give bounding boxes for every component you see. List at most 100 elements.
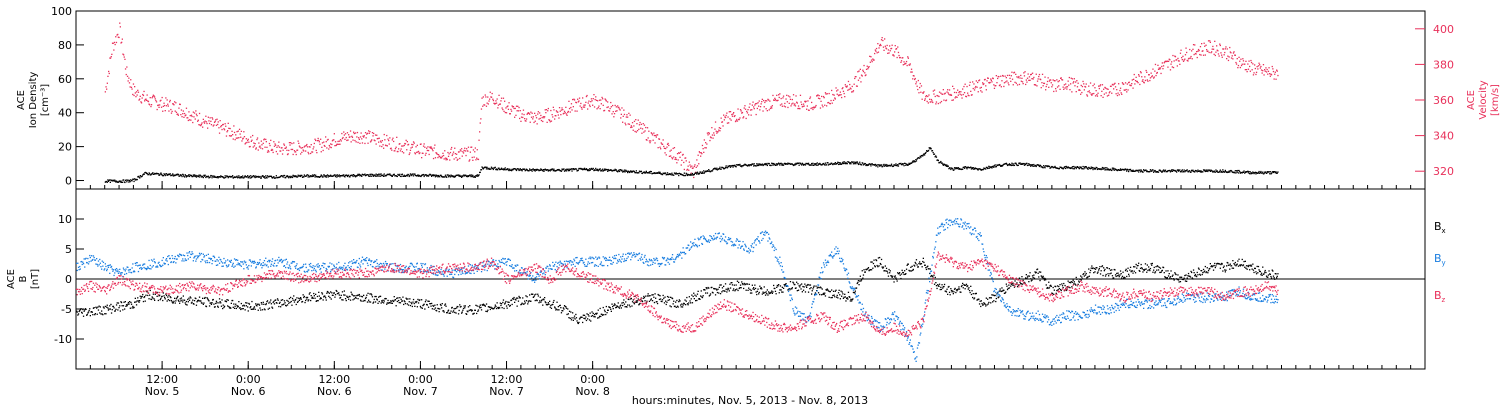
data-point — [543, 171, 544, 172]
data-point — [1134, 83, 1135, 84]
data-point — [1011, 72, 1012, 73]
data-point — [737, 120, 738, 121]
data-point — [1061, 77, 1062, 78]
data-point — [520, 168, 521, 169]
data-point — [428, 307, 429, 308]
data-point — [565, 112, 566, 113]
data-point — [232, 134, 233, 135]
data-point — [888, 52, 889, 53]
data-point — [391, 303, 392, 304]
data-point — [145, 99, 146, 100]
data-point — [379, 301, 380, 302]
data-point — [627, 172, 628, 173]
data-point — [552, 304, 553, 305]
data-point — [1266, 71, 1267, 72]
data-point — [321, 292, 322, 293]
data-point — [130, 86, 131, 87]
data-point — [1068, 85, 1069, 86]
data-point — [966, 96, 967, 97]
data-point — [424, 143, 425, 144]
data-point — [458, 174, 459, 175]
data-point — [505, 107, 506, 108]
data-point — [601, 103, 602, 104]
data-point — [947, 89, 948, 90]
data-point — [556, 309, 557, 310]
data-point — [232, 300, 233, 301]
data-point — [763, 100, 764, 101]
data-point — [281, 300, 282, 301]
data-point — [470, 176, 471, 177]
data-point — [600, 99, 601, 100]
data-point — [207, 128, 208, 129]
data-point — [389, 143, 390, 144]
data-point — [1119, 94, 1120, 95]
data-point — [394, 174, 395, 175]
data-point — [514, 302, 515, 303]
data-point — [663, 298, 664, 299]
data-point — [821, 96, 822, 97]
data-point — [1206, 49, 1207, 50]
data-point — [653, 133, 654, 134]
data-point — [325, 175, 326, 176]
data-point — [817, 165, 818, 166]
data-point — [786, 95, 787, 96]
data-point — [481, 169, 482, 170]
data-point — [991, 81, 992, 82]
data-point — [1238, 65, 1239, 66]
data-point — [256, 139, 257, 140]
tick-label: 0 — [65, 175, 72, 188]
data-point — [441, 307, 442, 308]
data-point — [416, 152, 417, 153]
data-point — [1209, 52, 1210, 53]
data-point — [792, 99, 793, 100]
data-point — [502, 307, 503, 308]
data-point — [810, 108, 811, 109]
data-point — [1147, 81, 1148, 82]
data-point — [794, 103, 795, 104]
data-point — [184, 113, 185, 114]
data-point — [181, 109, 182, 110]
data-point — [679, 157, 680, 158]
data-point — [890, 50, 891, 51]
data-point — [337, 141, 338, 142]
data-point — [689, 164, 690, 165]
data-point — [922, 99, 923, 100]
data-point — [611, 106, 612, 107]
data-point — [113, 43, 114, 44]
data-point — [845, 163, 846, 164]
data-point — [326, 147, 327, 148]
data-point — [533, 296, 534, 297]
data-point — [1240, 67, 1241, 68]
data-point — [341, 299, 342, 300]
data-point — [412, 306, 413, 307]
data-point — [163, 103, 164, 104]
data-point — [562, 109, 563, 110]
data-point — [1109, 91, 1110, 92]
data-point — [1240, 59, 1241, 60]
data-point — [480, 172, 481, 173]
data-point — [525, 120, 526, 121]
data-point — [1262, 72, 1263, 73]
data-point — [953, 88, 954, 89]
data-point — [479, 307, 480, 308]
data-point — [284, 175, 285, 176]
data-point — [133, 307, 134, 308]
data-point — [372, 135, 373, 136]
data-point — [1195, 53, 1196, 54]
data-point — [924, 100, 925, 101]
data-point — [1000, 76, 1001, 77]
data-point — [201, 303, 202, 304]
data-point — [1163, 65, 1164, 66]
data-point — [910, 71, 911, 72]
data-point — [159, 104, 160, 105]
data-point — [413, 175, 414, 176]
data-point — [875, 51, 876, 52]
data-point — [387, 300, 388, 301]
data-point — [1183, 61, 1184, 62]
data-point — [535, 300, 536, 301]
data-point — [616, 307, 617, 308]
data-point — [1126, 169, 1127, 170]
data-point — [234, 308, 235, 309]
data-point — [174, 101, 175, 102]
data-point — [654, 135, 655, 136]
